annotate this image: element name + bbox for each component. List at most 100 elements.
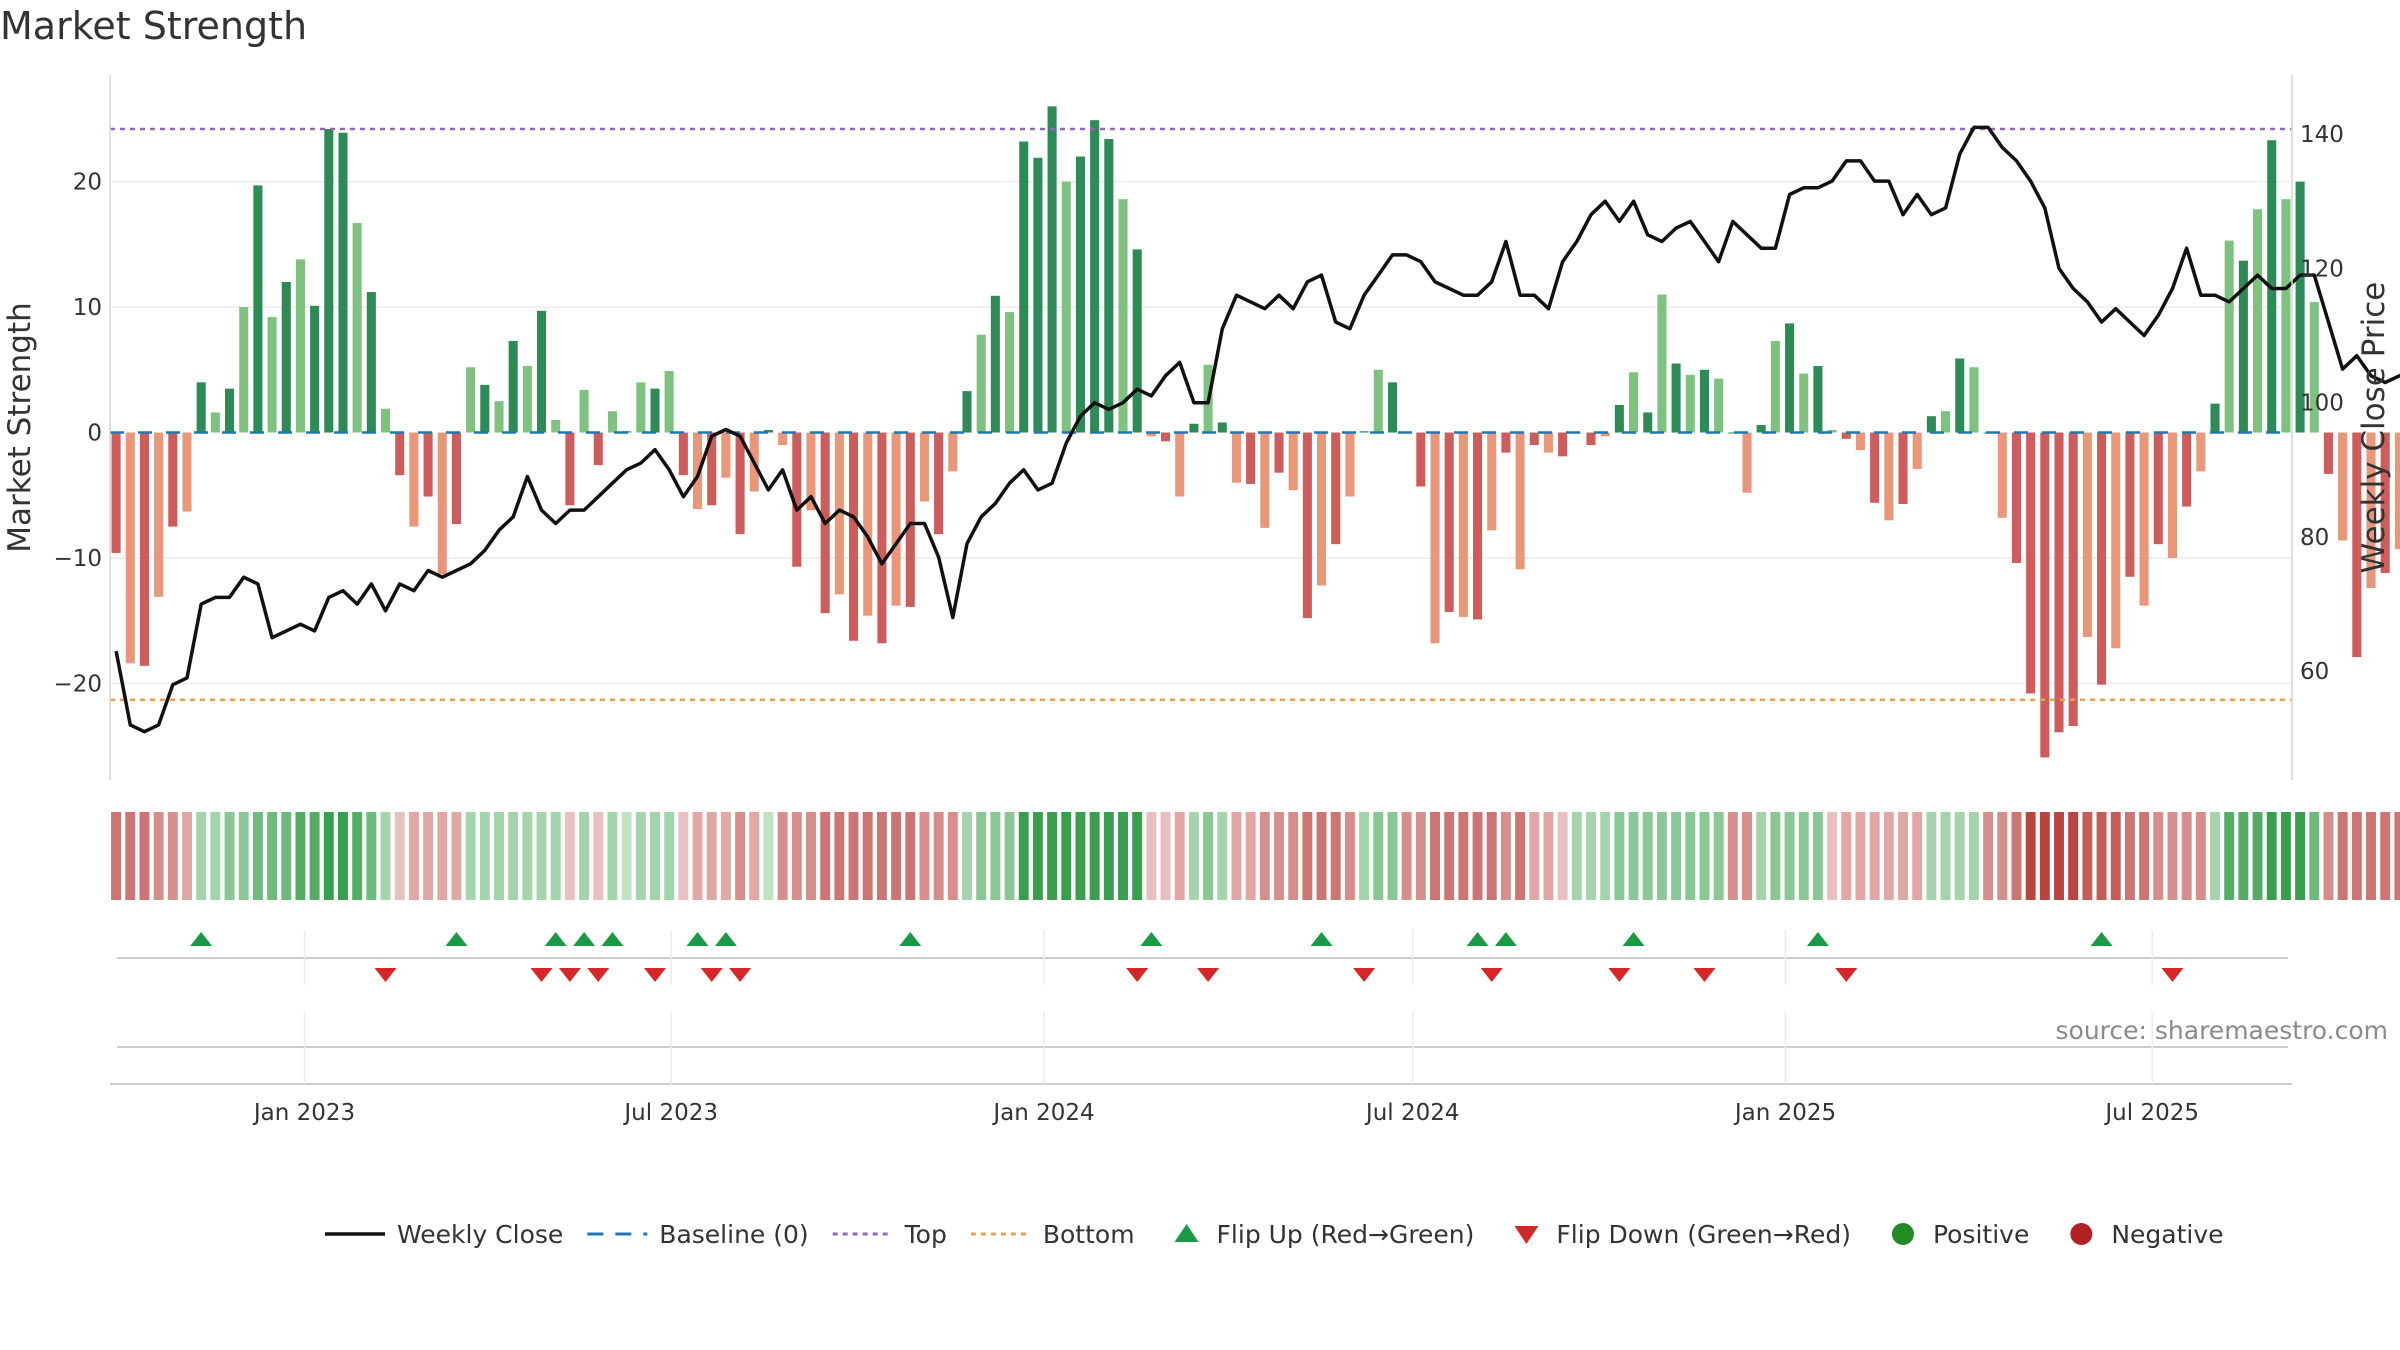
strength-bar xyxy=(1161,432,1171,442)
strength-bar xyxy=(1189,423,1199,433)
legend-item: Flip Up (Red→Green) xyxy=(1174,1220,1474,1249)
strength-bar xyxy=(1090,120,1100,433)
strip-cell xyxy=(1841,812,1852,900)
strength-bar xyxy=(664,371,674,433)
strip-cell xyxy=(479,812,490,900)
strip-cell xyxy=(1926,812,1937,900)
strength-bar xyxy=(1345,432,1355,497)
flip-down-marker xyxy=(558,968,581,982)
strip-cell xyxy=(366,812,377,900)
y2-tick-label: 140 xyxy=(2300,122,2344,148)
strength-bar xyxy=(2167,432,2178,558)
strength-bar xyxy=(891,432,901,606)
strip-cell xyxy=(976,812,987,900)
strength-bar xyxy=(1132,249,1142,433)
strength-bar xyxy=(1246,432,1256,484)
strip-cell xyxy=(139,812,150,900)
flip-up-marker xyxy=(1806,932,1829,946)
flip-markers xyxy=(117,930,2288,985)
strip-cell xyxy=(210,812,221,900)
strip-cell xyxy=(1047,812,1058,900)
strength-bar xyxy=(1387,382,1397,433)
strength-bar xyxy=(990,295,1000,433)
strip-cell xyxy=(1472,812,1483,900)
strip-cell xyxy=(153,812,164,900)
strength-bar xyxy=(423,432,433,497)
strength-bar xyxy=(2224,240,2234,433)
strip-cell xyxy=(593,812,604,900)
strip-cell xyxy=(876,812,887,900)
strip-cell xyxy=(1912,812,1923,900)
strip-cell xyxy=(1146,812,1157,900)
strip-cell xyxy=(848,812,859,900)
strength-bar xyxy=(1728,432,1738,434)
strength-bar xyxy=(536,310,547,433)
strip-cell xyxy=(1245,812,1256,900)
strength-bar xyxy=(267,317,277,433)
strip-cell xyxy=(2238,812,2249,900)
strip-cell xyxy=(820,812,831,900)
strength-bar xyxy=(1317,432,1327,586)
strength-bar xyxy=(678,432,688,476)
strength-bar xyxy=(1061,181,1071,433)
strength-bar xyxy=(806,432,816,511)
strength-bar xyxy=(1146,432,1156,437)
strength-bar xyxy=(2182,432,2192,507)
strength-bar xyxy=(849,432,859,641)
strength-bar xyxy=(1231,432,1241,483)
strength-bar xyxy=(2394,432,2400,550)
strength-bar xyxy=(1288,432,1298,491)
y2-tick-label: 120 xyxy=(2300,256,2344,282)
strip-cell xyxy=(2025,812,2036,900)
strength-bar xyxy=(2281,199,2291,433)
flip-down-marker xyxy=(1197,968,1220,982)
strip-cell xyxy=(1444,812,1455,900)
strip-cell xyxy=(834,812,845,900)
strength-bar xyxy=(1175,432,1185,497)
flip-down-marker xyxy=(530,968,553,982)
strip-cell xyxy=(1217,812,1228,900)
strip-cell xyxy=(1827,812,1838,900)
strength-bar xyxy=(338,132,348,433)
strength-bar xyxy=(2097,432,2107,685)
strength-bar xyxy=(735,432,745,535)
strip-cell xyxy=(2153,812,2164,900)
strength-bar xyxy=(409,432,419,527)
flip-down-marker xyxy=(1353,968,1376,982)
legend-item: Top xyxy=(832,1220,947,1249)
strip-cell xyxy=(2181,812,2192,900)
flip-up-marker xyxy=(1310,932,1333,946)
flip-up-marker xyxy=(1466,932,1489,946)
strip-cell xyxy=(2266,812,2277,900)
strength-bar xyxy=(962,391,972,433)
flip-up-marker xyxy=(573,932,596,946)
strip-cell xyxy=(1118,812,1128,900)
y2-tick-label: 60 xyxy=(2300,659,2329,685)
strength-bar xyxy=(1685,374,1695,433)
strip-cell xyxy=(2252,812,2263,900)
strength-bar xyxy=(1941,411,1951,433)
strip-cell xyxy=(1274,812,1284,900)
flip-down-marker xyxy=(1693,968,1716,982)
strength-bar xyxy=(111,432,121,553)
strength-bar xyxy=(508,340,518,433)
strength-bar xyxy=(324,128,334,433)
strength-bar xyxy=(593,432,603,466)
strip-cell xyxy=(1089,812,1100,900)
strip-cell xyxy=(1742,812,1752,900)
strength-bar xyxy=(1756,424,1766,433)
strip-cell xyxy=(962,812,972,900)
strength-bar xyxy=(139,432,149,666)
strip-cell xyxy=(295,812,306,900)
flip-up-marker xyxy=(2090,932,2113,946)
strength-bar xyxy=(1217,422,1227,433)
strength-bar xyxy=(1600,432,1610,437)
strength-bar xyxy=(1898,432,1908,505)
strip-cell xyxy=(2039,812,2050,900)
strength-bar xyxy=(565,432,575,506)
legend-item: Positive xyxy=(1891,1220,2029,1249)
strip-cell xyxy=(1075,812,1086,900)
legend-label: Positive xyxy=(1933,1220,2029,1249)
strip-cell xyxy=(664,812,675,900)
